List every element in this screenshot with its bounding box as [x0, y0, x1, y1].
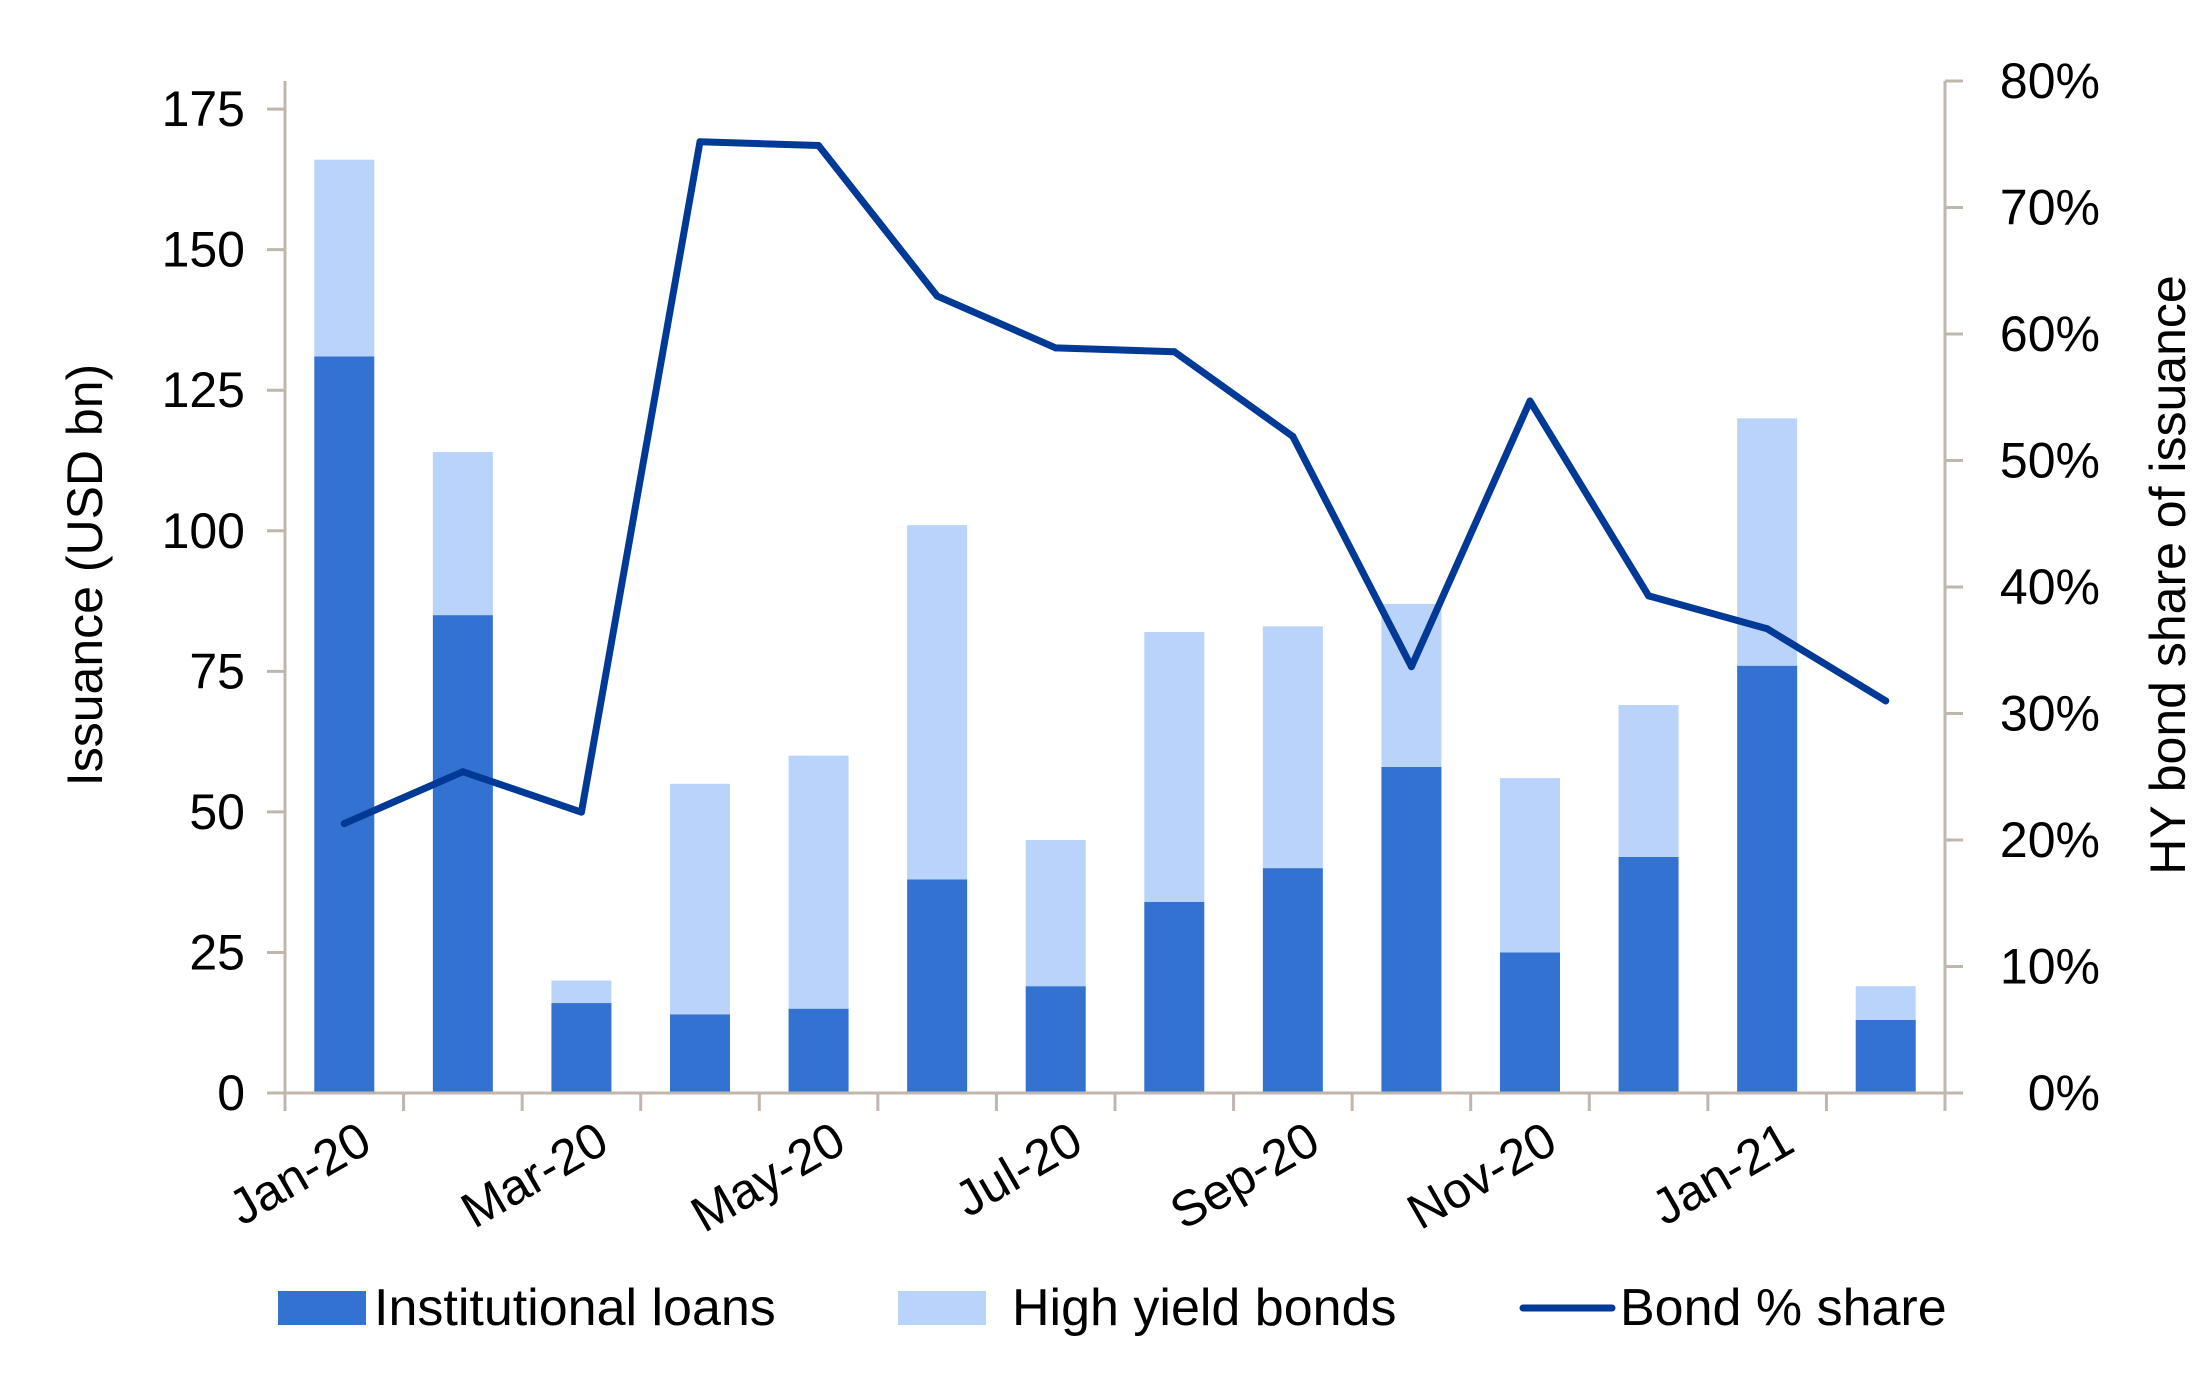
bar-institutional-loans-Oct-20 [1381, 766, 1442, 1093]
y-left-tick-label: 25 [189, 924, 245, 980]
y-right-tick-label: 50% [2000, 433, 2100, 489]
point-bond-share-Apr-20 [696, 138, 704, 146]
y-right-tick-label: 20% [2000, 812, 2100, 868]
y-axis-right-title: HY bond share of issuance [2140, 275, 2196, 874]
bar-high-yield-bonds-Apr-20 [670, 783, 730, 1015]
bar-institutional-loans-Jan-20 [314, 356, 375, 1093]
point-bond-share-Jan-20 [340, 820, 348, 828]
point-bond-share-Feb-20 [459, 768, 467, 776]
x-tick-label: May-20 [682, 1111, 854, 1243]
y-right-tick-label: 10% [2000, 939, 2100, 995]
bar-institutional-loans-Sep-20 [1262, 868, 1323, 1093]
y-axis-left-title: Issuance (USD bn) [57, 364, 113, 786]
bar-high-yield-bonds-Dec-20 [1618, 705, 1679, 857]
point-bond-share-Sep-20 [1289, 432, 1297, 440]
bar-institutional-loans-Aug-20 [1144, 901, 1205, 1093]
x-tick-label: Jul-20 [945, 1111, 1091, 1228]
y-left-tick-label: 150 [162, 222, 245, 278]
line-bond-share [340, 138, 1890, 828]
bar-high-yield-bonds-Jul-20 [1025, 840, 1086, 987]
legend-swatch-institutional-loans [278, 1291, 366, 1325]
bars-layer [314, 159, 1916, 1093]
point-bond-share-May-20 [815, 142, 823, 150]
point-bond-share-Aug-20 [1170, 348, 1178, 356]
x-tick-label: Jan-20 [219, 1111, 379, 1236]
bar-institutional-loans-Feb-20 [432, 615, 493, 1093]
legend-label-bond-share: Bond % share [1620, 1279, 1947, 1337]
bar-institutional-loans-Mar-20 [551, 1003, 612, 1093]
point-bond-share-Jun-20 [933, 292, 941, 300]
point-bond-share-Jan-21 [1763, 625, 1771, 633]
bar-institutional-loans-Nov-20 [1500, 952, 1560, 1093]
y-left-tick-label: 100 [162, 503, 245, 559]
legend-label-high-yield-bonds: High yield bonds [1012, 1279, 1396, 1337]
bar-high-yield-bonds-Sep-20 [1262, 626, 1323, 869]
y-right-tick-label: 70% [2000, 180, 2100, 236]
line-layer [340, 138, 1890, 828]
bar-high-yield-bonds-Nov-20 [1500, 778, 1560, 953]
x-tick-label: Mar-20 [452, 1111, 617, 1239]
bar-high-yield-bonds-Jun-20 [907, 525, 968, 880]
x-tick-label: Nov-20 [1398, 1111, 1566, 1240]
bar-high-yield-bonds-Aug-20 [1144, 631, 1205, 902]
legend: Institutional loans High yield bonds Bond … [278, 1279, 1947, 1337]
bar-institutional-loans-Dec-20 [1618, 856, 1679, 1093]
point-bond-share-Jul-20 [1052, 344, 1060, 352]
y-left-tick-label: 125 [162, 362, 245, 418]
y-left-tick-label: 175 [162, 81, 245, 137]
x-tick-label: Jan-21 [1642, 1111, 1802, 1236]
y-left-tick-label: 50 [189, 784, 245, 840]
y-left-tick-label: 75 [189, 643, 245, 699]
y-right-tick-label: 60% [2000, 306, 2100, 362]
legend-label-institutional-loans: Institutional loans [374, 1279, 776, 1337]
bar-institutional-loans-Apr-20 [670, 1014, 730, 1093]
point-bond-share-Mar-20 [577, 808, 585, 816]
y-right-tick-label: 30% [2000, 686, 2100, 742]
bar-institutional-loans-Feb-21 [1855, 1019, 1916, 1093]
legend-swatch-high-yield-bonds [898, 1291, 986, 1325]
point-bond-share-Dec-20 [1645, 592, 1653, 600]
bar-high-yield-bonds-May-20 [788, 755, 849, 1009]
y-right-tick-label: 80% [2000, 53, 2100, 109]
bar-institutional-loans-Jan-21 [1737, 665, 1798, 1093]
bar-high-yield-bonds-Jan-20 [314, 159, 375, 357]
bar-institutional-loans-Jun-20 [907, 879, 968, 1093]
y-right-tick-label: 40% [2000, 559, 2100, 615]
y-right-tick-label: 0% [2028, 1065, 2100, 1121]
point-bond-share-Feb-21 [1882, 697, 1890, 705]
axes-layer [267, 79, 1963, 1111]
bar-institutional-loans-Jul-20 [1025, 986, 1086, 1093]
bar-high-yield-bonds-Feb-21 [1855, 986, 1916, 1020]
bar-institutional-loans-May-20 [788, 1008, 849, 1093]
bar-high-yield-bonds-Mar-20 [551, 980, 612, 1004]
x-tick-label: Sep-20 [1161, 1111, 1329, 1240]
bar-high-yield-bonds-Feb-20 [432, 452, 493, 616]
point-bond-share-Oct-20 [1407, 663, 1415, 671]
y-left-tick-label: 0 [217, 1065, 245, 1121]
point-bond-share-Nov-20 [1526, 397, 1534, 405]
